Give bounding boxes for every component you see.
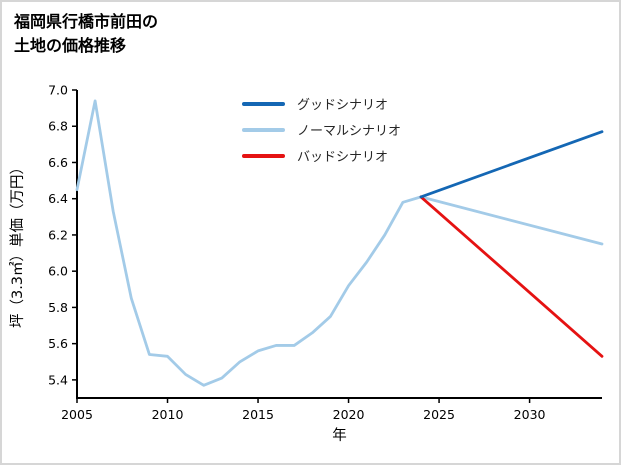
- page-title: 福岡県行橋市前田の 土地の価格推移: [14, 10, 158, 58]
- svg-text:年: 年: [332, 427, 347, 444]
- svg-text:2005: 2005: [61, 407, 93, 422]
- legend-line-good-scenario: [242, 101, 285, 106]
- svg-text:2010: 2010: [152, 407, 184, 422]
- legend-line-normal-scenario: [242, 127, 285, 132]
- legend-line-bad-scenario: [242, 153, 285, 158]
- legend-item-good-scenario: グッドシナリオ: [242, 96, 401, 113]
- legend-item-bad-scenario: バッドシナリオ: [242, 148, 401, 165]
- svg-text:6.4: 6.4: [48, 191, 68, 206]
- chart-legend: グッドシナリオ ノーマルシナリオ バッドシナリオ: [242, 96, 402, 165]
- svg-text:6.6: 6.6: [48, 155, 68, 170]
- legend-label-good-scenario: グッドシナリオ: [297, 98, 389, 113]
- svg-text:2025: 2025: [423, 407, 455, 422]
- title-line-1: 福岡県行橋市前田の: [14, 12, 159, 31]
- svg-text:坪（3.3㎡）単価（万円）: 坪（3.3㎡）単価（万円）: [9, 160, 26, 328]
- legend-label-normal-scenario: ノーマルシナリオ: [297, 124, 402, 139]
- svg-text:2030: 2030: [514, 407, 546, 422]
- svg-text:6.0: 6.0: [48, 264, 68, 279]
- svg-text:6.8: 6.8: [48, 119, 68, 134]
- legend-label-bad-scenario: バッドシナリオ: [297, 150, 389, 165]
- title-line-2: 土地の価格推移: [14, 36, 127, 55]
- svg-text:5.6: 5.6: [48, 336, 68, 351]
- svg-text:5.4: 5.4: [48, 372, 68, 387]
- svg-text:7.0: 7.0: [48, 83, 68, 98]
- svg-text:2020: 2020: [333, 407, 365, 422]
- legend-item-normal-scenario: ノーマルシナリオ: [242, 122, 402, 139]
- svg-text:5.8: 5.8: [48, 300, 68, 315]
- svg-text:6.2: 6.2: [48, 227, 68, 242]
- svg-text:2015: 2015: [242, 407, 274, 422]
